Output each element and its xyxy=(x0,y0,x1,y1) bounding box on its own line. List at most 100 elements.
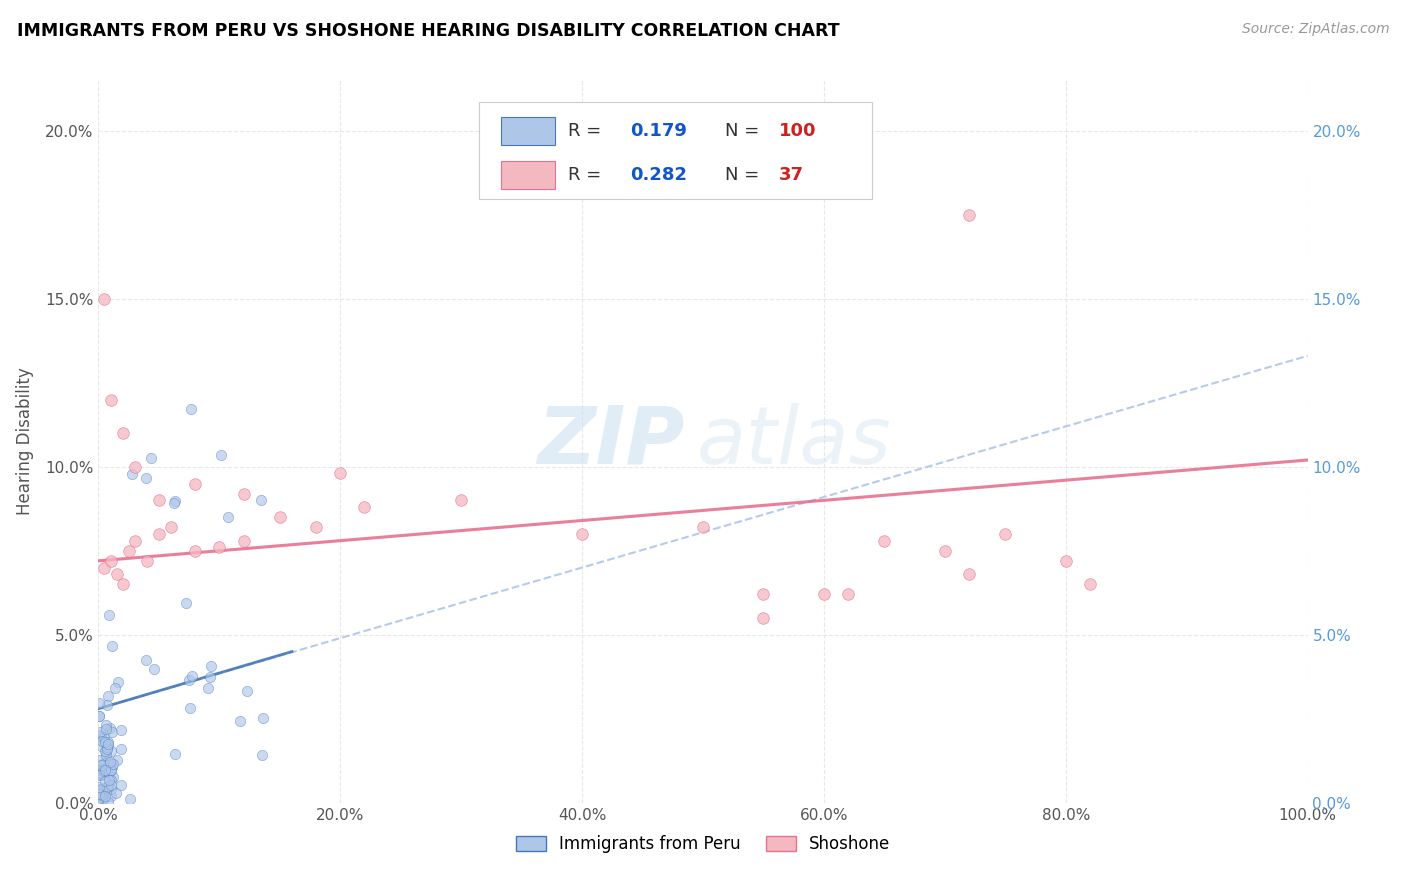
Point xyxy=(89,782,111,797)
Point xyxy=(107,753,129,767)
Point xyxy=(101,760,124,774)
Point xyxy=(232,533,254,548)
Point xyxy=(353,500,375,514)
Point xyxy=(200,659,222,673)
Point xyxy=(94,764,117,778)
Text: N =: N = xyxy=(724,122,765,140)
Point xyxy=(100,773,122,788)
Text: R =: R = xyxy=(568,166,606,184)
Point xyxy=(96,780,118,794)
Point xyxy=(163,496,186,510)
Bar xyxy=(501,161,555,189)
Point xyxy=(165,494,187,508)
Point xyxy=(250,748,273,763)
Point xyxy=(94,744,117,758)
Point xyxy=(181,669,204,683)
Point xyxy=(87,709,110,723)
Point xyxy=(94,774,117,789)
FancyBboxPatch shape xyxy=(479,102,872,200)
Point xyxy=(135,554,157,568)
Point xyxy=(110,741,132,756)
Point xyxy=(118,792,141,806)
Point xyxy=(165,747,187,762)
Point xyxy=(97,608,120,623)
Point xyxy=(94,735,117,749)
Text: 0.179: 0.179 xyxy=(630,122,688,140)
Point xyxy=(103,756,125,771)
Point xyxy=(103,770,125,784)
Point xyxy=(91,787,114,801)
Point xyxy=(94,747,117,762)
Point xyxy=(94,763,117,777)
Point xyxy=(93,764,115,778)
Point xyxy=(87,768,110,782)
Text: 37: 37 xyxy=(779,166,804,184)
Point xyxy=(89,782,111,797)
Point xyxy=(93,791,115,805)
Point xyxy=(1078,577,1101,591)
Point xyxy=(93,292,115,306)
Point xyxy=(752,611,775,625)
Point xyxy=(96,698,118,713)
Text: atlas: atlas xyxy=(697,402,891,481)
Point xyxy=(934,543,956,558)
Point xyxy=(89,724,111,739)
Point xyxy=(100,763,122,777)
Point xyxy=(180,402,202,417)
Point xyxy=(179,701,201,715)
Point xyxy=(813,587,835,601)
Point xyxy=(110,723,132,737)
Point xyxy=(90,757,112,772)
Point xyxy=(135,471,157,485)
Bar xyxy=(501,118,555,145)
Point xyxy=(96,718,118,732)
Point xyxy=(100,781,122,796)
Point xyxy=(111,577,134,591)
Point xyxy=(105,786,128,800)
Point xyxy=(118,543,141,558)
Point xyxy=(87,709,110,723)
Point xyxy=(90,788,112,802)
Point xyxy=(100,554,122,568)
Text: N =: N = xyxy=(724,166,765,184)
Point xyxy=(692,520,714,534)
Point xyxy=(100,725,122,739)
Point xyxy=(93,560,115,574)
Point xyxy=(209,448,232,462)
Point xyxy=(100,763,122,777)
Point xyxy=(1054,554,1077,568)
Text: 100: 100 xyxy=(779,122,817,140)
Point xyxy=(96,739,118,754)
Point xyxy=(110,779,132,793)
Point xyxy=(124,533,146,548)
Point xyxy=(91,757,114,772)
Point xyxy=(752,587,775,601)
Point xyxy=(100,778,122,792)
Y-axis label: Hearing Disability: Hearing Disability xyxy=(15,368,34,516)
Point xyxy=(87,787,110,801)
Point xyxy=(97,773,120,788)
Point xyxy=(957,567,980,582)
Text: Source: ZipAtlas.com: Source: ZipAtlas.com xyxy=(1241,22,1389,37)
Point xyxy=(90,734,112,748)
Point xyxy=(97,779,120,793)
Point xyxy=(208,541,231,555)
Point xyxy=(177,673,200,687)
Point xyxy=(97,739,120,753)
Point xyxy=(174,596,197,610)
Point xyxy=(111,426,134,441)
Point xyxy=(94,745,117,759)
Point xyxy=(252,711,274,725)
Point xyxy=(87,780,110,794)
Point xyxy=(96,755,118,769)
Point xyxy=(994,527,1017,541)
Text: IMMIGRANTS FROM PERU VS SHOSHONE HEARING DISABILITY CORRELATION CHART: IMMIGRANTS FROM PERU VS SHOSHONE HEARING… xyxy=(17,22,839,40)
Point xyxy=(90,728,112,742)
Text: ZIP: ZIP xyxy=(537,402,685,481)
Point xyxy=(90,767,112,781)
Point xyxy=(184,543,207,558)
Point xyxy=(91,761,114,775)
Point xyxy=(101,639,124,653)
Point xyxy=(160,520,183,534)
Point xyxy=(97,737,120,751)
